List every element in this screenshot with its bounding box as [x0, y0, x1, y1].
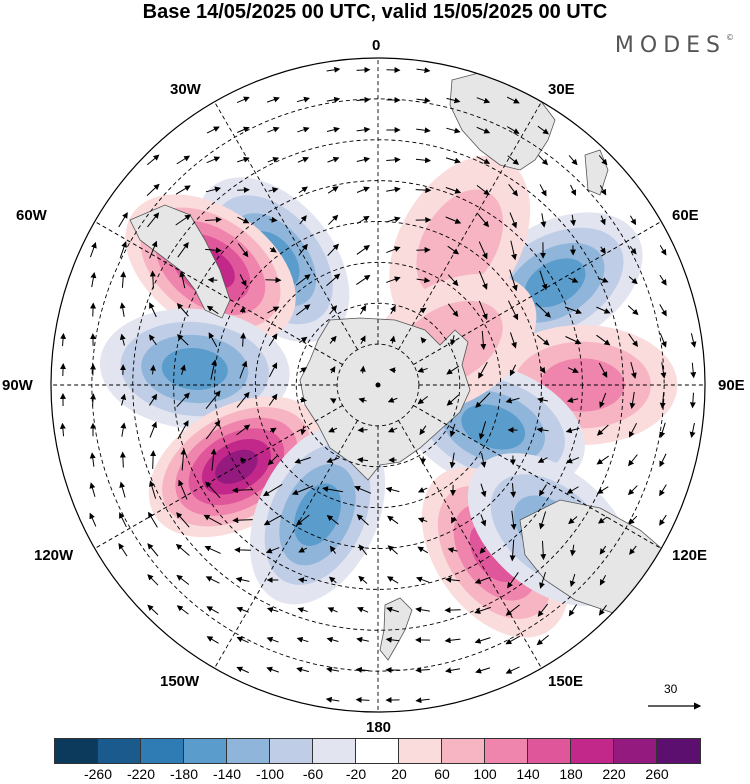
wind-arrow	[153, 451, 154, 469]
lon-label-120w: 120W	[34, 548, 73, 564]
colorbar-tick-label: 60	[434, 766, 450, 782]
colorbar-tick-label: 20	[391, 766, 407, 782]
colorbar-tick-label: -20	[346, 766, 366, 782]
colorbar-swatch	[528, 739, 571, 763]
wind-arrow	[416, 190, 431, 191]
wind-arrow	[265, 280, 280, 281]
colorbar-swatch	[442, 739, 485, 763]
colorbar-swatch	[313, 739, 356, 763]
colorbar-swatch	[657, 739, 700, 763]
wind-arrow	[93, 303, 94, 316]
colorbar-swatch	[270, 739, 313, 763]
wind-arrow	[209, 280, 218, 281]
colorbar-swatch	[227, 739, 270, 763]
map-disk	[0, 0, 750, 735]
wind-arrow	[390, 370, 396, 371]
lon-label-120e: 120E	[672, 548, 707, 564]
lon-label-0: 0	[372, 38, 380, 54]
lon-label-60e: 60E	[672, 208, 699, 224]
colorbar-swatch	[356, 739, 399, 763]
colorbar-tick-label: 220	[602, 766, 625, 782]
wind-arrow	[237, 190, 249, 191]
colorbar-tick-label: -140	[213, 766, 241, 782]
lon-label-90w: 90W	[2, 378, 33, 394]
colorbar-tick-label: -260	[84, 766, 112, 782]
colorbar-tick-label: -180	[170, 766, 198, 782]
colorbar-tick-label: -220	[127, 766, 155, 782]
colorbar-tick-label: -60	[303, 766, 323, 782]
colorbar-swatch	[614, 739, 657, 763]
wind-arrow	[423, 456, 424, 463]
colorbar-tick-label: 100	[473, 766, 496, 782]
lon-label-30w: 30W	[170, 82, 201, 98]
colorbar-tick-label: 140	[516, 766, 539, 782]
polar-map	[0, 0, 750, 735]
lon-label-150e: 150E	[548, 674, 583, 690]
colorbar-swatch	[399, 739, 442, 763]
colorbar-tick-label: 260	[645, 766, 668, 782]
south-pole-marker	[376, 383, 381, 388]
wind-scale-arrow	[646, 682, 706, 712]
colorbar-tick-label: 180	[559, 766, 582, 782]
wind-arrow	[386, 70, 399, 71]
colorbar-ticks: -260 -220 -180 -140 -100 -60 -20 20 60 100 140 180 2…	[0, 766, 750, 784]
colorbar-swatch	[55, 739, 98, 763]
lon-label-150w: 150W	[160, 674, 199, 690]
lon-label-30e: 30E	[548, 82, 575, 98]
colorbar-tick-label: -100	[256, 766, 284, 782]
colorbar-swatch	[141, 739, 184, 763]
wind-arrow	[358, 430, 367, 431]
colorbar-swatch	[98, 739, 141, 763]
colorbar	[54, 738, 701, 764]
lon-label-90e: 90E	[718, 378, 745, 394]
wind-arrow	[445, 610, 460, 611]
colorbar-swatch	[184, 739, 227, 763]
lon-label-180: 180	[366, 720, 391, 736]
colorbar-swatch	[571, 739, 614, 763]
colorbar-swatch	[485, 739, 528, 763]
lon-label-60w: 60W	[16, 208, 47, 224]
